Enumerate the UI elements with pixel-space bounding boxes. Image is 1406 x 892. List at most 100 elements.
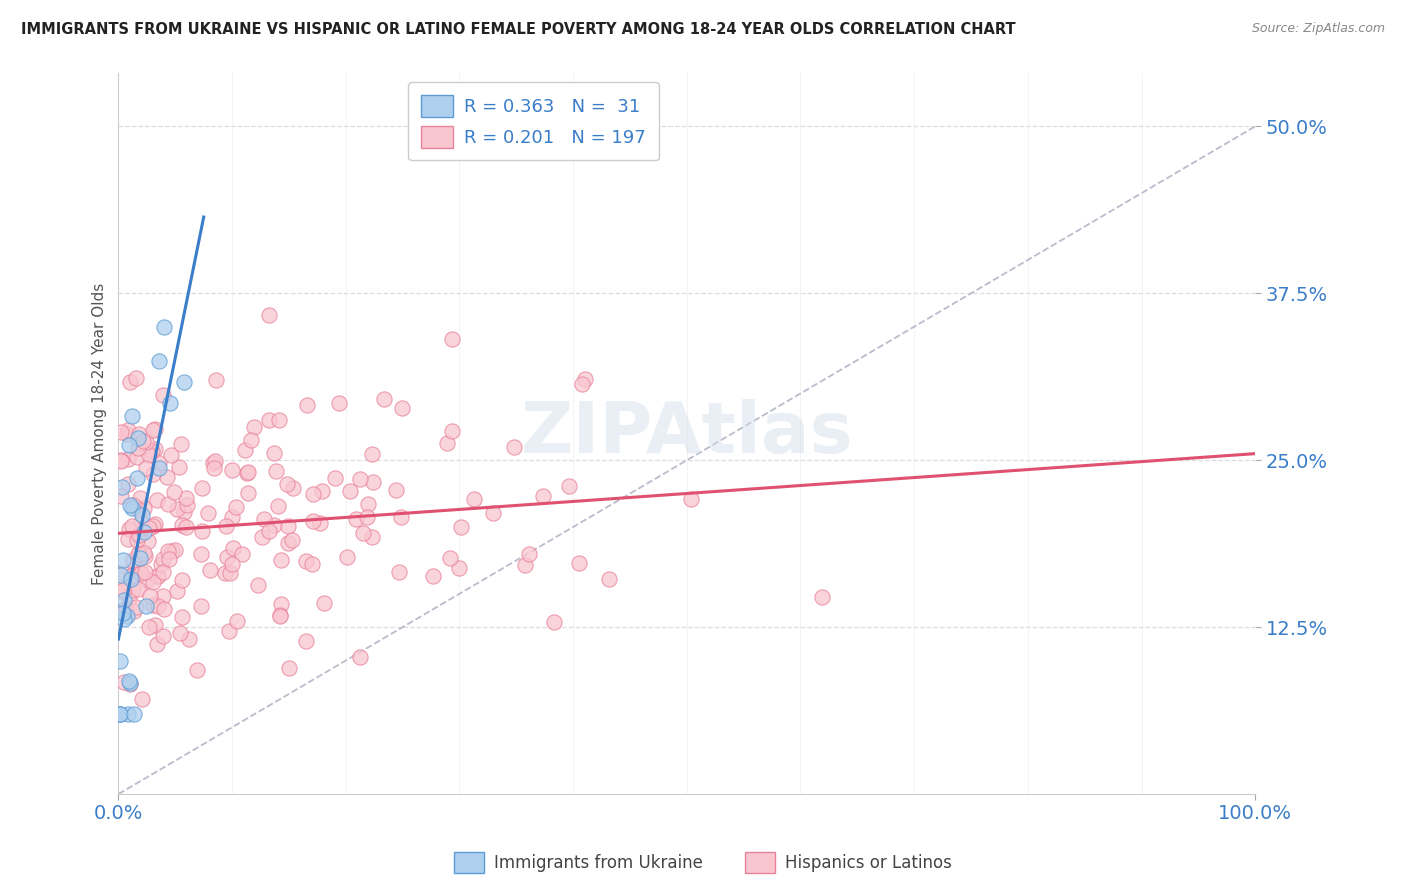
Point: [110, 489, 132, 503]
Point: [281, 533, 304, 547]
Point: [531, 489, 554, 503]
Point: [295, 554, 318, 568]
Point: [163, 484, 186, 499]
Point: [257, 309, 280, 323]
Point: [142, 467, 165, 481]
Point: [391, 401, 413, 416]
Point: [159, 396, 181, 410]
Point: [219, 566, 242, 580]
Point: [115, 602, 138, 616]
Point: [574, 372, 596, 386]
Point: [138, 521, 160, 535]
Point: [167, 460, 190, 475]
Point: [233, 443, 256, 458]
Point: [218, 624, 240, 639]
Point: [267, 500, 290, 514]
Point: [202, 460, 225, 475]
Point: [152, 552, 174, 566]
Point: [129, 515, 152, 529]
Point: [361, 447, 384, 461]
Point: [145, 568, 167, 582]
Point: [120, 676, 142, 690]
Point: [281, 481, 304, 495]
Point: [148, 456, 170, 470]
Point: [136, 534, 159, 549]
Point: [142, 519, 165, 533]
Point: [243, 420, 266, 434]
Point: [145, 517, 167, 532]
Point: [118, 591, 141, 606]
Point: [197, 506, 219, 520]
Point: [134, 501, 156, 516]
Point: [127, 431, 149, 445]
Point: [112, 593, 135, 607]
Point: [127, 471, 149, 485]
Point: [141, 444, 163, 458]
Point: [309, 516, 332, 530]
Point: [339, 483, 361, 498]
Point: [145, 442, 167, 457]
Point: [121, 409, 143, 423]
Point: [449, 560, 471, 574]
Point: [156, 497, 179, 511]
Point: [160, 449, 183, 463]
Point: [127, 548, 149, 562]
Point: [190, 547, 212, 561]
Point: [118, 438, 141, 452]
Point: [176, 491, 198, 506]
Point: [278, 661, 301, 675]
Point: [240, 433, 263, 447]
Point: [679, 492, 702, 507]
Point: [450, 520, 472, 534]
Point: [231, 548, 253, 562]
Point: [170, 518, 193, 533]
Point: [173, 375, 195, 389]
Point: [127, 450, 149, 465]
Point: [146, 637, 169, 651]
Point: [131, 692, 153, 706]
Point: [204, 373, 226, 387]
Point: [111, 480, 134, 494]
Point: [513, 558, 536, 572]
Point: [238, 465, 260, 479]
Point: [117, 423, 139, 437]
Point: [120, 573, 142, 587]
Point: [173, 505, 195, 519]
Point: [121, 552, 143, 566]
Point: [191, 524, 214, 539]
Point: [118, 522, 141, 536]
Point: [108, 706, 131, 721]
Point: [148, 460, 170, 475]
Point: [169, 625, 191, 640]
Point: [221, 463, 243, 477]
Point: [235, 466, 257, 480]
Legend: Immigrants from Ukraine, Hispanics or Latinos: Immigrants from Ukraine, Hispanics or La…: [447, 846, 959, 880]
Point: [221, 509, 243, 524]
Point: [179, 632, 201, 647]
Point: [201, 456, 224, 470]
Point: [270, 553, 292, 567]
Point: [132, 546, 155, 560]
Point: [122, 604, 145, 618]
Point: [117, 706, 139, 721]
Point: [125, 371, 148, 385]
Point: [111, 552, 134, 566]
Point: [118, 375, 141, 389]
Point: [191, 481, 214, 495]
Point: [190, 599, 212, 614]
Point: [439, 551, 461, 566]
Point: [148, 599, 170, 613]
Point: [277, 536, 299, 550]
Point: [269, 609, 291, 624]
Point: [160, 543, 183, 558]
Point: [503, 440, 526, 454]
Point: [111, 607, 134, 621]
Point: [118, 674, 141, 689]
Point: [115, 609, 138, 624]
Point: [263, 518, 285, 533]
Point: [112, 566, 135, 580]
Point: [311, 483, 333, 498]
Point: [336, 549, 359, 564]
Point: [328, 396, 350, 410]
Point: [117, 532, 139, 546]
